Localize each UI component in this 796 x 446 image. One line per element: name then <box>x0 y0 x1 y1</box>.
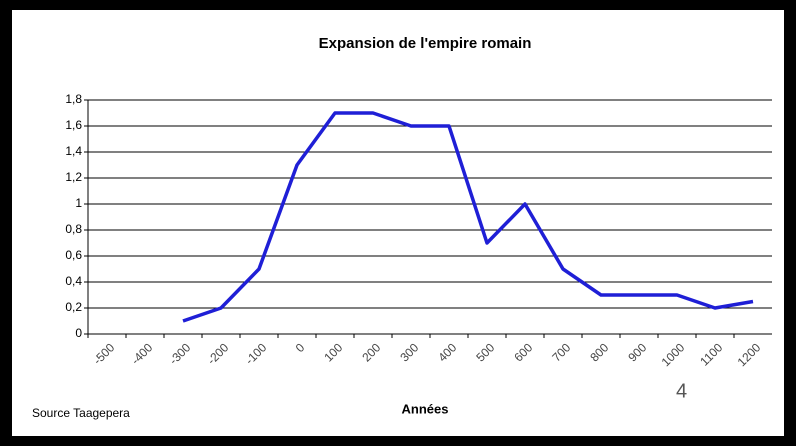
chart-area <box>12 10 784 436</box>
y-tick-label: 1,6 <box>65 118 82 132</box>
y-tick-label: 0,6 <box>65 248 82 262</box>
y-tick-label: 0,2 <box>65 300 82 314</box>
data-line <box>182 111 754 323</box>
y-tick-label: 0 <box>75 326 82 340</box>
x-axis-label: Années <box>402 401 449 416</box>
chart-title: Expansion de l'empire romain <box>319 35 532 52</box>
y-tick-label: 0,4 <box>65 274 82 288</box>
source-note: Source Taagepera <box>32 406 130 420</box>
y-tick-label: 0,8 <box>65 222 82 236</box>
annotation: 4 <box>676 380 687 402</box>
y-tick-label: 1 <box>75 196 82 210</box>
y-tick-label: 1,4 <box>65 144 82 158</box>
y-tick-label: 1,2 <box>65 170 82 184</box>
y-tick-label: 1,8 <box>65 92 82 106</box>
